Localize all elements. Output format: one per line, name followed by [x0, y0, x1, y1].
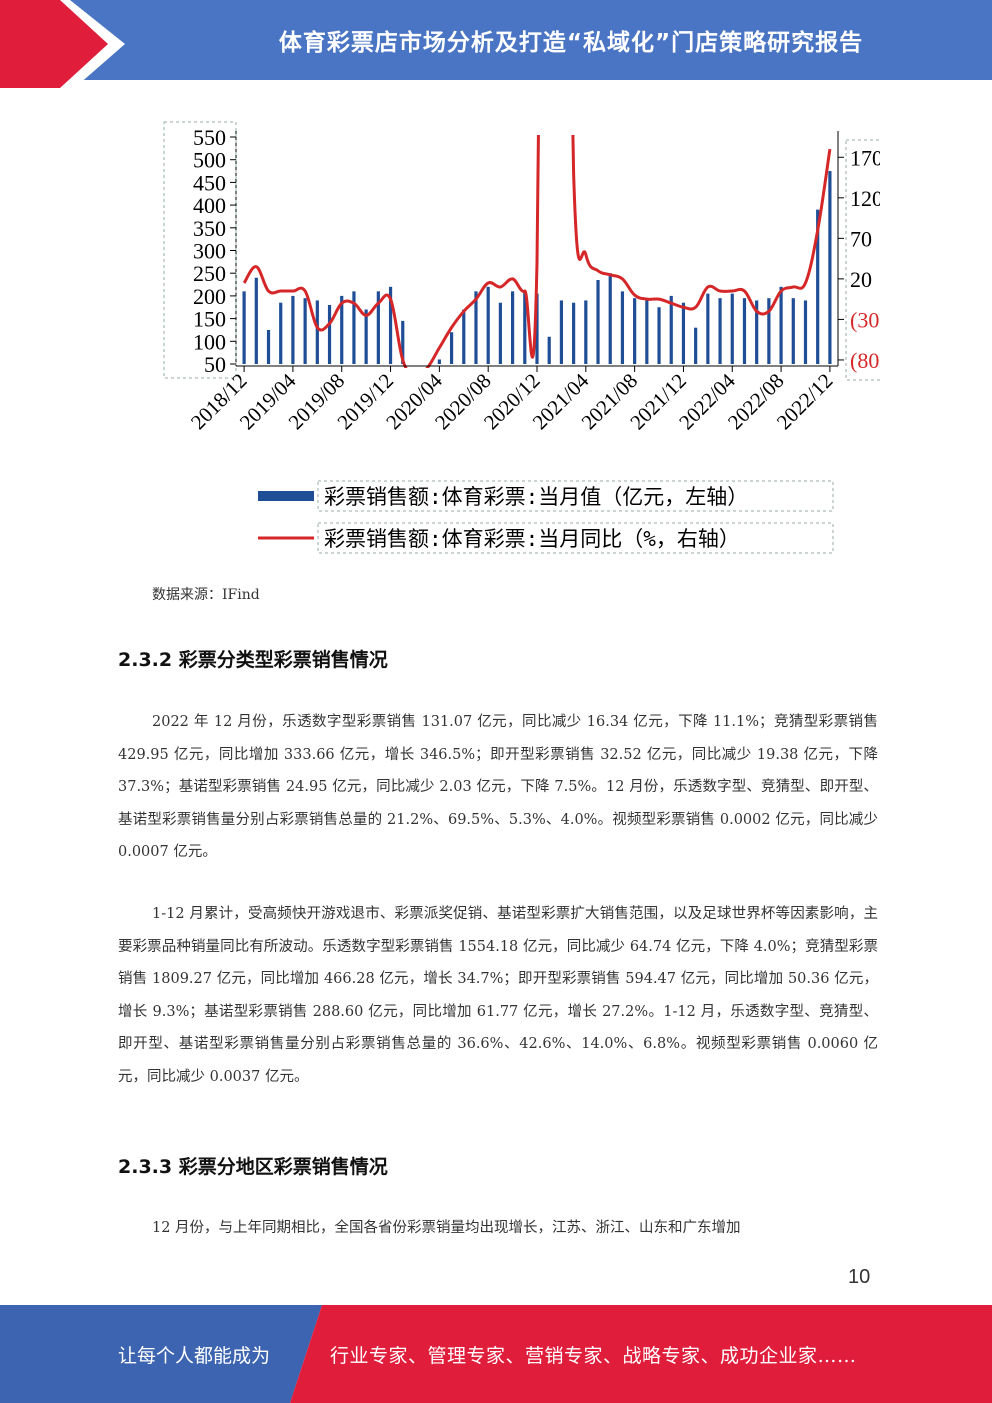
bar	[315, 300, 319, 364]
bar	[620, 291, 625, 364]
legend-bar-swatch	[258, 491, 314, 501]
right-axis: 170 120 70 20 (30) (80)	[837, 131, 880, 381]
left-tick-label: 50	[204, 352, 226, 377]
bar	[376, 291, 380, 364]
bar	[523, 291, 527, 364]
bar	[779, 286, 783, 364]
bar	[242, 291, 246, 364]
bar	[694, 327, 698, 364]
bar	[633, 298, 637, 364]
right-tick-label: 70	[850, 226, 872, 251]
bar	[462, 309, 466, 364]
left-tick-label: 450	[193, 170, 226, 195]
bar	[340, 295, 344, 364]
header-banner	[0, 0, 992, 92]
bar	[254, 277, 258, 364]
left-tick-label: 150	[193, 307, 226, 332]
right-tick-label: (80)	[850, 348, 880, 373]
right-tick-label: 120	[850, 186, 880, 211]
left-tick-label: 400	[193, 193, 226, 218]
footer-slogan-right: 行业专家、管理专家、营销专家、战略专家、成功企业家……	[330, 1344, 857, 1367]
footer-banner	[0, 1305, 992, 1403]
bar	[608, 273, 612, 364]
page-footer: 让每个人都能成为 行业专家、管理专家、营销专家、战略专家、成功企业家……	[0, 1305, 992, 1403]
paragraph: 12 月份，与上年同期相比，全国各省份彩票销量均出现增长，江苏、浙江、山东和广东…	[152, 1220, 741, 1236]
bar	[401, 320, 405, 364]
bar	[572, 302, 576, 364]
bar	[535, 293, 539, 364]
bar	[584, 300, 588, 364]
left-tick-label: 100	[193, 329, 226, 354]
left-tick-label: 550	[193, 125, 226, 150]
chart-legend: 彩票销售额:体育彩票:当月值（亿元，左轴） 彩票销售额:体育彩票:当月同比（%，右…	[258, 480, 834, 554]
bar	[657, 307, 661, 364]
bar	[474, 291, 478, 364]
legend-box	[317, 480, 834, 512]
legend-label: 彩票销售额:体育彩票:当月同比（%，右轴）	[324, 527, 740, 551]
bar	[730, 293, 734, 364]
left-tick-label: 200	[193, 284, 226, 309]
section-title-2-3-3: 2.3.3 彩票分地区彩票销售情况	[118, 1156, 388, 1178]
legend-label: 彩票销售额:体育彩票:当月值（亿元，左轴）	[324, 485, 748, 509]
bar	[486, 286, 490, 364]
paragraph: 1-12 月累计，受高频快开游戏退市、彩票派奖促销、基诺型彩票扩大销售范围，以及…	[118, 906, 878, 1085]
left-tick-label: 350	[193, 216, 226, 241]
left-tick-label: 300	[193, 239, 226, 264]
bar	[742, 298, 747, 364]
bar	[828, 171, 832, 364]
bar	[364, 309, 368, 364]
bar	[803, 300, 808, 364]
footer-slogan-left: 让每个人都能成为	[118, 1344, 271, 1367]
right-tick-label: 20	[850, 267, 872, 292]
bar	[303, 298, 307, 364]
bar	[437, 359, 441, 364]
bar	[645, 300, 649, 364]
bar	[767, 298, 771, 364]
bar	[498, 302, 502, 364]
paragraph: 2022 年 12 月份，乐透数字型彩票销售 131.07 亿元，同比减少 16…	[118, 714, 878, 860]
bar	[706, 293, 710, 364]
bar-series	[242, 171, 832, 364]
bar	[327, 304, 332, 364]
right-axis-box	[845, 139, 880, 381]
page-header: 体育彩票店市场分析及打造“私域化”门店策略研究报告	[0, 0, 992, 92]
bar	[449, 332, 454, 364]
bar	[279, 302, 283, 364]
bar	[547, 336, 551, 364]
x-axis: 2018/122019/042019/082019/122020/042020/…	[186, 365, 838, 435]
x-tick-label: 2022/12	[772, 369, 838, 435]
yoy-line	[242, 135, 832, 368]
left-tick-label: 500	[193, 148, 226, 173]
page-number: 10	[848, 1266, 871, 1288]
bar	[596, 280, 600, 364]
bar	[291, 295, 295, 364]
header-title: 体育彩票店市场分析及打造“私域化”门店策略研究报告	[278, 30, 864, 56]
bar	[352, 291, 356, 364]
bar	[681, 302, 686, 364]
bar	[816, 209, 820, 364]
bar	[755, 300, 759, 364]
line-series	[242, 135, 832, 368]
right-tick-label: (30)	[850, 307, 880, 332]
bar	[718, 298, 722, 364]
bar	[266, 329, 271, 364]
section-title-2-3-2: 2.3.2 彩票分类型彩票销售情况	[118, 649, 388, 671]
bar	[510, 291, 515, 364]
data-source: 数据来源：IFind	[152, 587, 260, 603]
right-tick-label: 170	[850, 145, 880, 170]
bar	[559, 300, 564, 364]
bar	[791, 298, 795, 364]
bar	[388, 286, 393, 364]
legend-box	[317, 522, 834, 554]
bar	[669, 295, 673, 364]
left-tick-label: 250	[193, 261, 226, 286]
